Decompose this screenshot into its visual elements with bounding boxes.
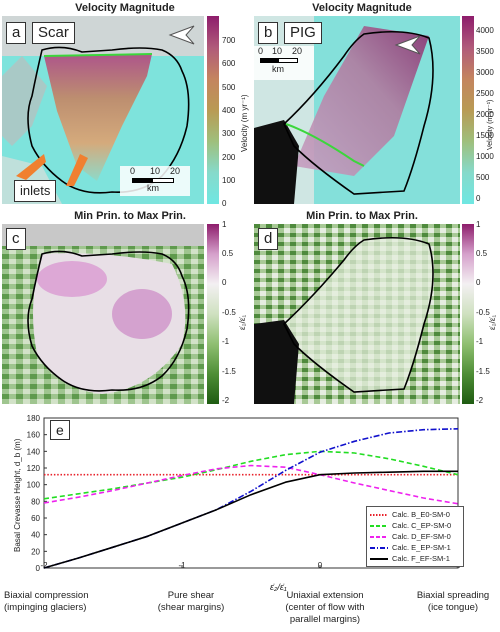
panel-a-label: a: [6, 22, 27, 44]
legend-item-c: Calc. C_EP-SM-0: [370, 521, 452, 530]
series-line-d: [43, 464, 459, 505]
y-tick-label: 100: [27, 481, 41, 490]
legend-item-e: Calc. E_EP-SM-1: [370, 543, 451, 552]
panel-b-colorbar: [462, 16, 474, 204]
panel-b-title: Velocity Magnitude: [312, 2, 412, 14]
panel-d-colorbar-label: ε̇₂/ε̇₁: [488, 314, 497, 330]
y-tick-label: 160: [27, 431, 41, 440]
legend-item-f: Calc. F_EF-SM-1: [370, 554, 450, 563]
y-axis-label: Basal Crevasse Height, d_b (m): [13, 438, 22, 552]
panel-d-colorbar-ticks: 1 0.5 0 -0.5 -1 -1.5 -2: [476, 220, 490, 405]
panel-d-map-image: [254, 224, 460, 404]
scale-a-tick-0: 0: [130, 166, 136, 176]
x-tick-label: 0: [318, 561, 323, 570]
panel-c-map: c: [2, 224, 204, 404]
panel-c-colorbar: [207, 224, 219, 404]
panel-d-label: d: [258, 228, 279, 250]
north-arrow-icon: [394, 34, 422, 56]
panel-a-colorbar-ticks: 700 600 500 400 300 200 100 0: [222, 36, 236, 208]
panel-b-label: b: [258, 22, 279, 44]
scale-b-tick-20: 20: [292, 46, 303, 56]
category-biaxial-compression: Biaxial compression (impinging glaciers): [4, 590, 89, 613]
y-tick-label: 60: [31, 514, 40, 523]
panel-c-colorbar-label: ε̇₂/ε̇₁: [238, 314, 247, 330]
y-tick-label: 180: [27, 414, 41, 423]
inlets-label: inlets: [14, 180, 57, 202]
panel-b-scalebar: 0 10 20 km: [254, 46, 314, 80]
y-tick-label: 0: [36, 564, 41, 572]
series-line-f: [43, 470, 458, 569]
panel-d-colorbar: [462, 224, 474, 404]
panel-a-colorbar-label: Velocity (m yr⁻¹): [240, 94, 249, 152]
category-pure-shear: Pure shear (shear margins): [157, 590, 225, 613]
y-tick-label: 80: [31, 497, 40, 506]
scale-b-tick-0: 0: [258, 46, 264, 56]
category-uniaxial-extension: Uniaxial extension (center of flow with …: [285, 590, 365, 625]
inlets-arrow-icon: [16, 146, 96, 186]
x-axis-label: ε̇₂/ε̇₁: [270, 582, 287, 592]
y-tick-label: 40: [31, 531, 40, 540]
panel-a-title: Velocity Magnitude: [75, 2, 175, 14]
scale-b-unit: km: [272, 64, 284, 74]
y-tick-label: 20: [31, 547, 40, 556]
x-tick-label: -1: [178, 561, 186, 570]
panel-a-scalebar: 0 10 20 km: [120, 166, 190, 196]
panel-a-name: Scar: [32, 22, 75, 44]
scale-b-tick-10: 10: [272, 46, 283, 56]
series-lines: [43, 428, 459, 569]
panel-c-map-image: [2, 224, 204, 404]
y-ticks: 0 20 40 60 80 100 120 140 160 180: [27, 414, 47, 572]
legend-item-d: Calc. D_EF-SM-0: [370, 532, 451, 541]
panel-e-label: e: [50, 420, 70, 440]
scale-a-tick-20: 20: [170, 166, 181, 176]
category-biaxial-spreading: Biaxial spreading (ice tongue): [416, 590, 490, 613]
panel-c-label: c: [6, 228, 26, 250]
panel-b-colorbar-label: Velocity (m yr⁻¹): [487, 99, 494, 150]
panel-b-colorbar-ticks: 4000 3500 3000 2500 2000 1500 1000 500 0: [476, 26, 494, 203]
chart-legend: Calc. B_E0-SM-0 Calc. C_EP-SM-0 Calc. D_…: [366, 506, 464, 567]
panel-c-colorbar-ticks: 1 0.5 0 -0.5 -1 -1.5 -2: [222, 220, 236, 405]
scale-a-tick-10: 10: [150, 166, 161, 176]
panel-d-map: d: [254, 224, 460, 404]
y-tick-label: 120: [27, 464, 41, 473]
panel-b-map-image: [254, 16, 460, 204]
panel-a-map-image: [2, 16, 204, 204]
panel-c-title: Min Prin. to Max Prin.: [74, 210, 186, 222]
panel-b-map: b PIG 0 10 20 km: [254, 16, 460, 204]
series-line-c: [43, 450, 459, 500]
scale-a-unit: km: [147, 183, 159, 193]
panel-a-map: a Scar inlets 0 10 20 km: [2, 16, 204, 204]
panel-a-colorbar: [207, 16, 219, 204]
panel-d-title: Min Prin. to Max Prin.: [306, 210, 418, 222]
y-tick-label: 140: [27, 447, 41, 456]
north-arrow-icon: [168, 24, 196, 46]
x-tick-label: -2: [40, 561, 48, 570]
legend-item-b: Calc. B_E0-SM-0: [370, 510, 450, 519]
panel-b-name: PIG: [284, 22, 322, 44]
